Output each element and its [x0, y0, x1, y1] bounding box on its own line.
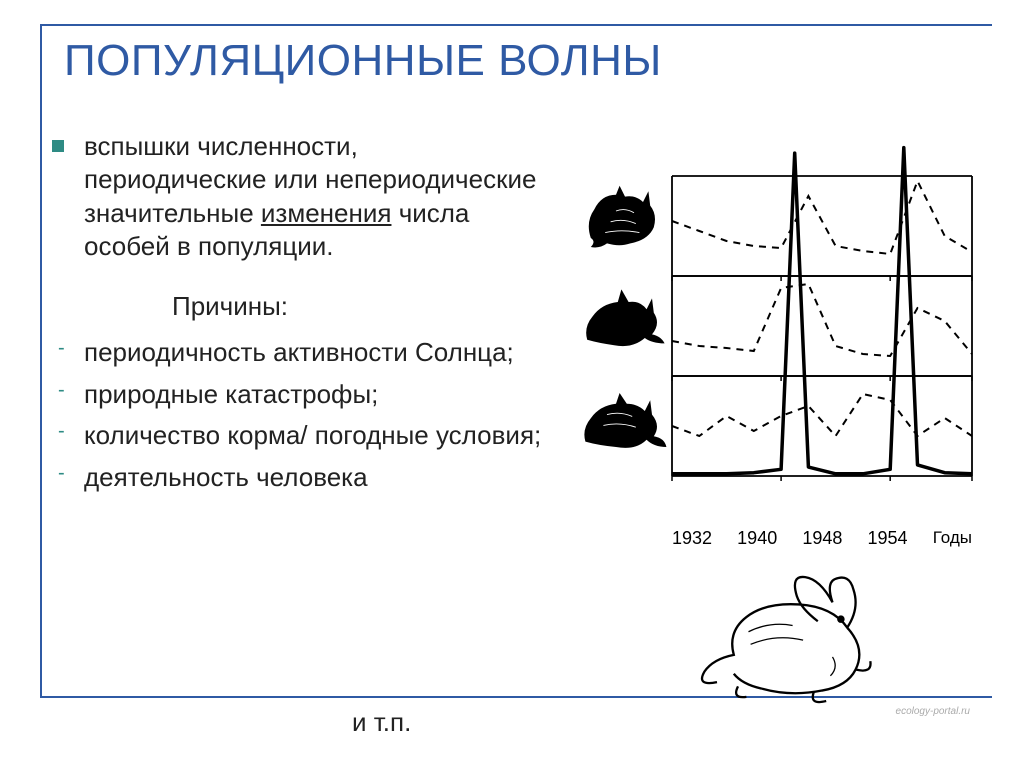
- figure-column: 1932 1940 1948 1954 Годы ecology: [542, 130, 980, 724]
- x-tick-label: 1932: [672, 528, 712, 549]
- causes-heading: Причины:: [172, 291, 542, 322]
- intro-list: вспышки численности, периодические или н…: [52, 130, 542, 263]
- cause-item: периодичность активности Солнца;: [52, 332, 542, 374]
- x-axis-title: Годы: [933, 528, 972, 549]
- population-chart: 1932 1940 1948 1954 Годы ecology: [580, 136, 980, 727]
- x-tick-label: 1940: [737, 528, 777, 549]
- text-column: вспышки численности, периодические или н…: [52, 130, 542, 724]
- frame-line-left: [40, 24, 42, 698]
- intro-item: вспышки численности, периодические или н…: [52, 130, 542, 263]
- watermark-text: ecology-portal.ru: [896, 706, 970, 717]
- content-row: вспышки численности, периодические или н…: [52, 130, 980, 724]
- intro-text-underlined: изменения: [261, 198, 392, 228]
- hare-illustration: [580, 557, 980, 727]
- x-tick-label: 1948: [802, 528, 842, 549]
- etc-text: и т.п.: [352, 707, 411, 738]
- cause-item: деятельность человека: [52, 457, 542, 499]
- chart-svg: [580, 136, 980, 526]
- cause-item: количество корма/ погодные условия;: [52, 415, 542, 457]
- x-axis-labels: 1932 1940 1948 1954 Годы: [580, 526, 980, 549]
- slide: ПОПУЛЯЦИОННЫЕ ВОЛНЫ вспышки численности,…: [0, 0, 1024, 768]
- x-tick-label: 1954: [868, 528, 908, 549]
- frame-line-top: [40, 24, 992, 26]
- causes-list: периодичность активности Солнца; природн…: [52, 332, 542, 498]
- cause-item: природные катастрофы;: [52, 374, 542, 416]
- bullet-square-icon: [52, 140, 64, 152]
- page-title: ПОПУЛЯЦИОННЫЕ ВОЛНЫ: [64, 36, 662, 86]
- hare-icon: [675, 557, 885, 717]
